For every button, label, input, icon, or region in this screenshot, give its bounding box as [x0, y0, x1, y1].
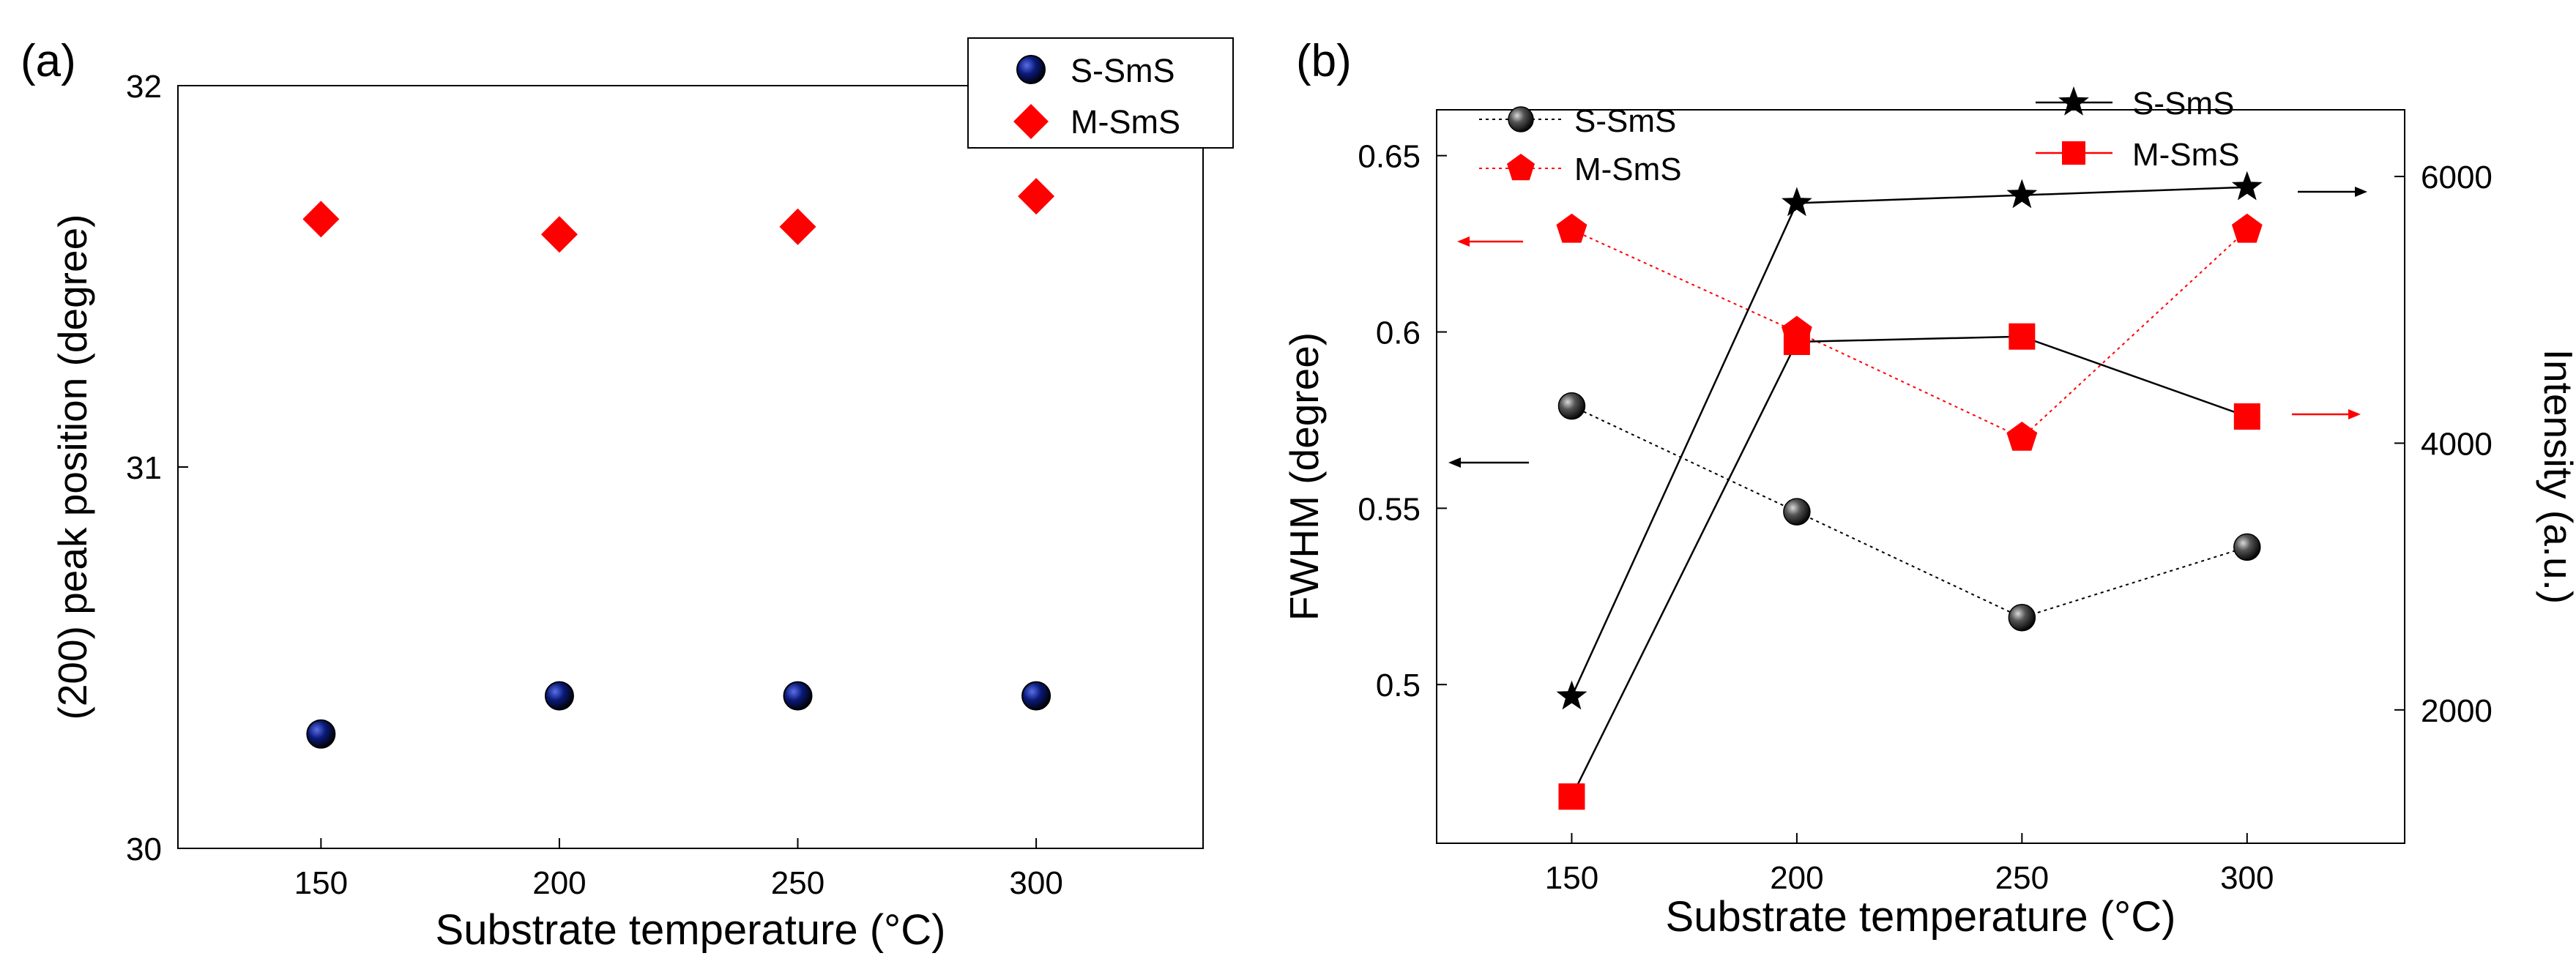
x-tick-label: 200: [532, 865, 586, 901]
data-point-s-sms: [1021, 681, 1051, 711]
panel-b-legend-label: M-SmS: [1574, 152, 1682, 187]
panel-b-x-ticks: 150 200 250 300: [1545, 833, 2274, 896]
x-tick-label: 150: [1545, 860, 1598, 896]
panel-a-legend-label: S-SmS: [1071, 52, 1175, 89]
data-point-s-sms-intensity: [2006, 179, 2038, 209]
panel-b-label: (b): [1296, 36, 1352, 86]
y-tick-label: 0.65: [1358, 139, 1421, 175]
arrowhead-right-red-icon: [2348, 409, 2361, 419]
legend-pentagon-red-icon: [1507, 154, 1535, 181]
panel-a-y-ticks: 30 31 32: [126, 69, 188, 867]
x-tick-label: 300: [2220, 860, 2274, 896]
panel-b-y2-axis-label: Intensity (a.u.): [2536, 349, 2576, 604]
x-tick-label: 250: [1995, 860, 2049, 896]
panel-b-legend-label: M-SmS: [2132, 137, 2240, 173]
panel-b-axis-arrows: [1448, 187, 2367, 468]
legend-sphere-black-icon: [1508, 106, 1534, 132]
data-point-m-sms-intensity: [1558, 783, 1585, 810]
data-point-s-sms: [306, 719, 336, 749]
x-tick-label: 150: [294, 865, 348, 901]
panel-a: (a) 30 31 32 150 200 250 300 Substrate temper…: [21, 36, 1234, 954]
data-point-m-sms-intensity: [2233, 403, 2260, 430]
y2-tick-label: 2000: [2421, 693, 2493, 729]
data-point-s-sms-fwhm: [1557, 392, 1586, 420]
legend-square-red-icon: [2062, 141, 2085, 165]
panel-b-marks: [1556, 171, 2263, 810]
x-tick-label: 200: [1770, 860, 1823, 896]
y-tick-label: 32: [126, 69, 162, 105]
data-point-m-sms-intensity: [2009, 323, 2036, 350]
data-point-s-sms-fwhm: [2008, 603, 2036, 632]
panel-b: (b) 0.5 0.55 0.6 0.65 2000 4000 6000 150 200 25…: [1281, 36, 2576, 941]
panel-b-lines: [1571, 186, 2248, 797]
panel-a-label: (a): [21, 36, 76, 86]
data-point-m-sms-fwhm: [2231, 213, 2263, 243]
series-line-s-sms-intensity: [1571, 186, 2247, 698]
arrowhead-left-red-icon: [1457, 236, 1470, 247]
panel-a-y-axis-label: (200) peak position (degree): [50, 214, 95, 720]
y-tick-label: 0.55: [1358, 491, 1421, 527]
panel-b-plot-frame: [1436, 109, 2405, 844]
panel-b-y-axis-label: FWHM (degree): [1281, 332, 1327, 621]
x-tick-label: 300: [1009, 865, 1062, 901]
data-point-m-sms: [302, 201, 340, 238]
data-point-s-sms-fwhm: [1783, 498, 1811, 526]
data-point-m-sms-fwhm: [2006, 422, 2038, 451]
series-line-s-sms-fwhm: [1571, 405, 2248, 619]
panel-b-legend-label: S-SmS: [2132, 86, 2234, 122]
y2-tick-label: 4000: [2421, 426, 2493, 462]
data-point-m-sms: [1018, 178, 1055, 215]
panel-a-legend: S-SmS M-SmS: [967, 37, 1234, 149]
panel-b-x-axis-label: Substrate temperature (°C): [1666, 893, 2176, 941]
y-tick-label: 31: [126, 450, 162, 486]
arrowhead-right-black-icon: [2355, 187, 2367, 197]
data-point-m-sms-fwhm: [1556, 213, 1587, 243]
panel-a-x-axis-label: Substrate temperature (°C): [436, 906, 946, 954]
data-point-s-sms-intensity: [2231, 171, 2263, 201]
data-point-m-sms: [540, 216, 578, 253]
y-tick-label: 30: [126, 832, 162, 867]
data-point-s-sms-intensity: [1556, 680, 1587, 710]
panel-b-legend-right: S-SmS M-SmS: [2036, 86, 2240, 173]
data-point-s-sms-fwhm: [2233, 533, 2261, 561]
legend-star-black-icon: [2058, 86, 2089, 116]
data-point-m-sms: [779, 208, 816, 245]
data-point-s-sms: [783, 681, 813, 711]
panel-a-x-ticks: 150 200 250 300: [294, 838, 1063, 901]
panel-a-legend-label: M-SmS: [1071, 103, 1180, 141]
panel-b-legend-left: S-SmS M-SmS: [1479, 103, 1682, 187]
y-tick-label: 0.5: [1376, 668, 1421, 703]
y-tick-label: 0.6: [1376, 315, 1421, 351]
series-line-m-sms-intensity: [1571, 335, 2248, 797]
data-point-s-sms-intensity: [1782, 187, 1812, 217]
panel-b-y2-ticks: 2000 4000 6000: [2394, 160, 2493, 729]
data-point-s-sms: [544, 681, 574, 711]
arrowhead-left-black-icon: [1448, 457, 1461, 468]
panel-b-y-ticks: 0.5 0.55 0.6 0.65: [1358, 139, 1447, 703]
panel-a-legend-box: [967, 37, 1234, 149]
legend-sphere-navy-icon: [1016, 55, 1046, 84]
panel-a-marks: [302, 178, 1055, 749]
series-line-m-sms-fwhm: [1571, 228, 2248, 439]
legend-diamond-red-icon: [1013, 104, 1049, 139]
panel-b-legend-label: S-SmS: [1574, 103, 1676, 139]
y2-tick-label: 6000: [2421, 160, 2493, 195]
x-tick-label: 250: [771, 865, 824, 901]
data-point-m-sms-intensity: [1783, 328, 1810, 355]
